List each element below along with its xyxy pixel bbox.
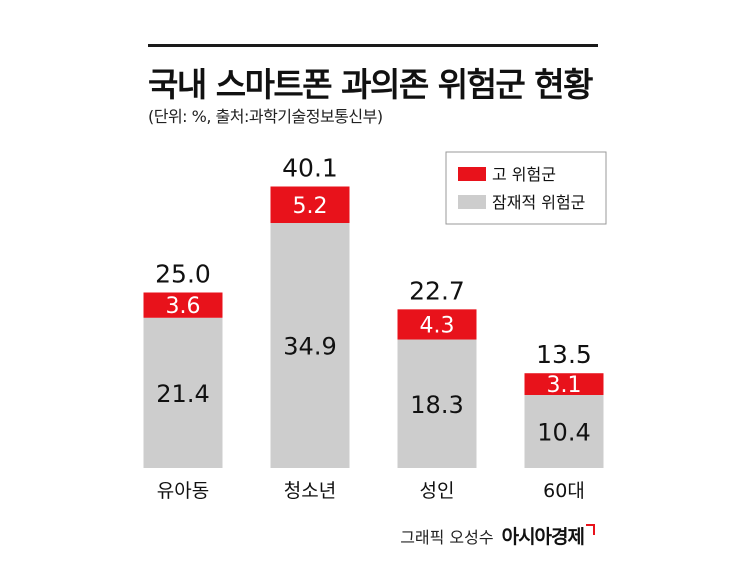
category-label: 60대 (543, 480, 585, 502)
legend-label-potential-risk: 잠재적 위험군 (492, 193, 585, 212)
legend-label-high-risk: 고 위험군 (492, 165, 556, 184)
chart-subtitle: (단위: %, 출처:과학기술정보통신부) (148, 107, 383, 126)
label-potential-risk: 18.3 (410, 391, 463, 419)
label-total: 22.7 (409, 276, 465, 305)
bar-high-risk (143, 292, 223, 318)
label-potential-risk: 10.4 (537, 418, 590, 446)
label-potential-risk: 34.9 (283, 333, 336, 361)
label-high-risk: 3.6 (166, 294, 201, 319)
bar-potential-risk (524, 394, 604, 468)
legend-box (445, 151, 607, 225)
logo-mark-icon (586, 524, 595, 535)
graphic-credit: 그래픽 오성수 (400, 528, 494, 547)
bar-potential-risk (397, 339, 477, 468)
category-label: 유아동 (157, 480, 209, 502)
label-high-risk: 3.1 (547, 373, 582, 398)
bar-potential-risk (270, 223, 350, 468)
label-total: 13.5 (536, 340, 592, 369)
bar-high-risk (270, 186, 350, 224)
legend-swatch-high-risk (458, 167, 486, 181)
title-rule (148, 44, 598, 47)
legend-swatch-potential-risk (458, 195, 486, 209)
label-total: 25.0 (155, 260, 211, 289)
label-potential-risk: 21.4 (156, 380, 209, 408)
bar-high-risk (397, 309, 477, 340)
label-total: 40.1 (282, 153, 338, 182)
label-high-risk: 5.2 (293, 194, 328, 219)
bar-high-risk (524, 373, 604, 395)
label-high-risk: 4.3 (420, 313, 455, 338)
category-label: 청소년 (284, 480, 336, 502)
category-label: 성인 (420, 480, 455, 502)
bar-potential-risk (143, 317, 223, 468)
credit: 그래픽 오성수 아시아경제 (400, 522, 595, 549)
publisher-logo: 아시아경제 (501, 526, 585, 548)
chart-title: 국내 스마트폰 과의존 위험군 현황 (148, 65, 594, 104)
